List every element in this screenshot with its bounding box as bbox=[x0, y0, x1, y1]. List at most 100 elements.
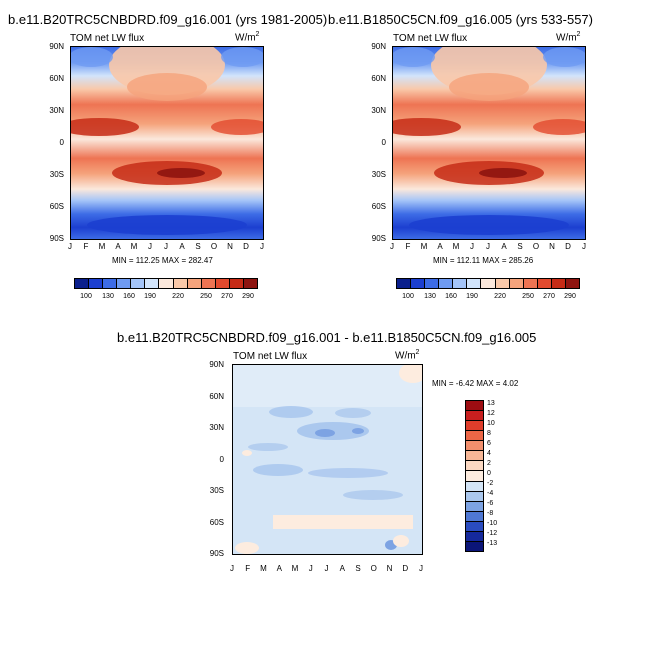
panel2-cbar-label-4: 220 bbox=[494, 293, 506, 300]
panel2-xtick-12: J bbox=[582, 242, 586, 251]
panel3-xtick-2: M bbox=[260, 564, 267, 573]
panel3-cbar-label-5: 4 bbox=[487, 450, 491, 457]
panel3-cbar-label-13: -12 bbox=[487, 530, 498, 537]
panel3-xtick-9: O bbox=[370, 564, 377, 573]
panel3-xtick-1: F bbox=[245, 564, 251, 573]
panel1-xtick-10: N bbox=[227, 242, 233, 251]
panel1-xtick-6: J bbox=[164, 242, 168, 251]
panel1-xtick-9: O bbox=[210, 242, 218, 251]
panel3-cbar-label-11: -8 bbox=[487, 510, 494, 517]
panel1-ytick-4: 30S bbox=[49, 170, 64, 179]
panel2-xtick-1: F bbox=[405, 242, 411, 251]
panel1-stats: MIN = 112.25 MAX = 282.47 bbox=[112, 256, 213, 265]
panel3-cbar-label-0: 13 bbox=[487, 400, 495, 407]
panel2-cbar-label-7: 290 bbox=[564, 293, 576, 300]
panel1-xtick-8: S bbox=[195, 242, 201, 251]
panel3-field bbox=[233, 365, 422, 554]
panel3-cbar-label-6: 2 bbox=[487, 460, 491, 467]
panel2-xtick-4: M bbox=[452, 242, 460, 251]
panel2-ytick-0: 90N bbox=[371, 42, 386, 51]
panel3-xtick-7: A bbox=[339, 564, 345, 573]
panel2-cbar-label-5: 250 bbox=[522, 293, 534, 300]
panel3-units: W/m2 bbox=[395, 349, 420, 362]
panel3-ytick-6: 90S bbox=[209, 549, 224, 558]
panel3-stats: MIN = -6.42 MAX = 4.02 bbox=[432, 379, 519, 388]
panel1-cbar-label-5: 250 bbox=[200, 293, 212, 300]
panel2-units: W/m2 bbox=[556, 31, 581, 44]
panel1-cbar-label-3: 190 bbox=[144, 293, 156, 300]
panel2-xtick-10: N bbox=[549, 242, 555, 251]
panel3-cbar-label-8: -2 bbox=[487, 480, 494, 487]
panel3-title: b.e11.B20TRC5CNBDRD.f09_g16.001 - b.e11.… bbox=[117, 330, 537, 345]
panel2-ytick-4: 30S bbox=[371, 170, 386, 179]
panel1-ytick-3: 0 bbox=[59, 138, 64, 147]
panel2-ytick-1: 60N bbox=[371, 74, 386, 83]
panel3-cbar-label-2: 10 bbox=[487, 420, 495, 427]
panel3-cbar-label-3: 8 bbox=[487, 430, 491, 437]
panel2-ytick-3: 0 bbox=[381, 138, 386, 147]
panel3-plot bbox=[232, 364, 423, 555]
panel2-ytick-2: 30N bbox=[371, 106, 386, 115]
panel1-xtick-5: J bbox=[148, 242, 152, 251]
panel1-xtick-7: A bbox=[179, 242, 185, 251]
panel3-xtick-12: J bbox=[419, 564, 423, 573]
panel1-ytick-2: 30N bbox=[49, 106, 64, 115]
panel1-title: b.e11.B20TRC5CNBDRD.f09_g16.001 (yrs 198… bbox=[8, 12, 328, 27]
panel3-xtick-5: J bbox=[308, 564, 313, 573]
panel2-cbar-label-6: 270 bbox=[543, 293, 555, 300]
panel1-xtick-0: J bbox=[68, 242, 72, 251]
panel1-xtick-11: D bbox=[243, 242, 249, 251]
panel2-variable: TOM net LW flux bbox=[393, 33, 468, 44]
panel3-xtick-8: S bbox=[355, 564, 361, 573]
panel2-xtick-0: J bbox=[390, 242, 394, 251]
panel3-variable: TOM net LW flux bbox=[233, 351, 308, 362]
panel3-cbar-label-1: 12 bbox=[487, 410, 495, 417]
panel3-xtick-4: M bbox=[291, 564, 299, 573]
panel3-ytick-5: 60S bbox=[209, 518, 224, 527]
panel2-cbar-label-2: 160 bbox=[445, 293, 457, 300]
panel1-cbar-label-4: 220 bbox=[172, 293, 184, 300]
panel3-cbar-label-9: -4 bbox=[487, 490, 494, 497]
panel1-cbar-label-2: 160 bbox=[123, 293, 135, 300]
panel3-xtick-3: A bbox=[276, 564, 282, 573]
panel3-cbar-label-7: 0 bbox=[487, 470, 491, 477]
panel1-xtick-2: M bbox=[98, 242, 106, 251]
panel2-ytick-5: 60S bbox=[371, 202, 386, 211]
panel3-colorbar bbox=[465, 400, 484, 552]
panel2-xtick-7: A bbox=[501, 242, 507, 251]
panel1-colorbar bbox=[74, 278, 258, 289]
panel3-xtick-10: N bbox=[386, 564, 393, 573]
panel2-xtick-11: D bbox=[565, 242, 571, 251]
panel2-colorbar bbox=[396, 278, 580, 289]
panel1-field bbox=[71, 47, 263, 239]
panel3-cbar-label-10: -6 bbox=[487, 500, 494, 507]
panel3-xtick-11: D bbox=[402, 564, 409, 573]
panel1-cbar-label-7: 290 bbox=[242, 293, 254, 300]
panel2-ytick-6: 90S bbox=[371, 234, 386, 243]
panel3-ytick-1: 60N bbox=[209, 392, 224, 401]
panel2-cbar-label-1: 130 bbox=[424, 293, 436, 300]
panel3-ytick-0: 90N bbox=[209, 360, 224, 369]
panel2-cbar-label-0: 100 bbox=[402, 293, 414, 300]
panel2-xtick-2: M bbox=[420, 242, 428, 251]
panel2-xtick-3: A bbox=[437, 242, 443, 251]
panel2-stats: MIN = 112.11 MAX = 285.26 bbox=[433, 256, 534, 265]
panel3-ytick-3: 0 bbox=[219, 455, 224, 464]
panel2-xtick-6: J bbox=[486, 242, 490, 251]
panel3-ytick-4: 30S bbox=[209, 486, 224, 495]
panel2-xtick-9: O bbox=[532, 242, 540, 251]
panel3-cbar-label-4: 6 bbox=[487, 440, 491, 447]
panel3-ytick-2: 30N bbox=[209, 423, 224, 432]
panel1-xtick-3: A bbox=[115, 242, 121, 251]
panel3-cbar-label-12: -10 bbox=[487, 520, 498, 527]
panel1-ytick-6: 90S bbox=[49, 234, 64, 243]
panel1-xtick-4: M bbox=[130, 242, 138, 251]
panel1-variable: TOM net LW flux bbox=[70, 33, 145, 44]
panel1-cbar-label-1: 130 bbox=[102, 293, 114, 300]
panel1-plot bbox=[70, 46, 264, 240]
panel2-cbar-label-3: 190 bbox=[466, 293, 478, 300]
panel3-cbar-label-14: -13 bbox=[487, 540, 498, 547]
panel1-xtick-12: J bbox=[260, 242, 264, 251]
panel2-field bbox=[393, 47, 585, 239]
panel2-xtick-5: J bbox=[470, 242, 474, 251]
